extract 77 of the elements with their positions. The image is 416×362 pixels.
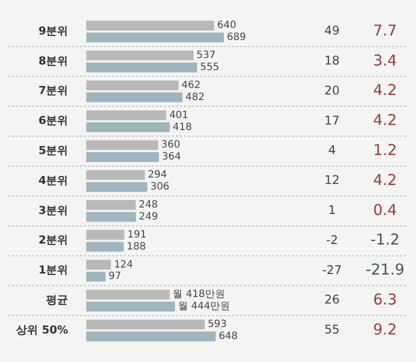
annotation: 4.2 bbox=[373, 170, 397, 189]
data-label: 360 bbox=[161, 140, 180, 151]
annotation: 7.7 bbox=[373, 21, 397, 40]
bar bbox=[86, 272, 106, 282]
bar bbox=[86, 212, 136, 222]
annotation: -2 bbox=[326, 232, 338, 247]
data-label: 124 bbox=[114, 259, 134, 270]
bar bbox=[86, 140, 158, 150]
bar bbox=[86, 80, 179, 90]
bar bbox=[86, 92, 183, 102]
bar bbox=[86, 62, 198, 72]
annotation: 49 bbox=[324, 24, 340, 38]
annotation: 26 bbox=[324, 292, 340, 307]
bar bbox=[86, 170, 145, 180]
bar bbox=[86, 200, 136, 210]
annotation: 1.2 bbox=[373, 141, 397, 159]
data-label: 306 bbox=[150, 182, 170, 193]
bar bbox=[86, 20, 214, 30]
y-tick-label: 4분위 bbox=[38, 174, 68, 187]
bar bbox=[86, 260, 111, 270]
bar bbox=[86, 242, 124, 252]
data-label: 401 bbox=[169, 110, 188, 121]
y-tick-label: 5분위 bbox=[38, 144, 68, 157]
annotation: -27 bbox=[322, 262, 342, 277]
data-label: 648 bbox=[218, 331, 238, 342]
y-tick-label: 평균 bbox=[46, 293, 68, 306]
bar bbox=[86, 122, 170, 132]
y-tick-label: 2분위 bbox=[38, 234, 68, 247]
data-label: 191 bbox=[127, 229, 146, 240]
bar bbox=[86, 50, 194, 60]
data-label: 593 bbox=[208, 319, 227, 330]
y-tick-label: 3분위 bbox=[38, 204, 68, 217]
data-label: 188 bbox=[126, 241, 146, 252]
annotation: 17 bbox=[324, 113, 340, 128]
annotation: -21.9 bbox=[366, 260, 404, 279]
bar bbox=[86, 290, 170, 300]
data-label: 462 bbox=[182, 80, 201, 91]
annotation: 4.2 bbox=[373, 81, 397, 100]
annotation: 3.4 bbox=[373, 51, 397, 70]
data-label: 689 bbox=[226, 32, 246, 44]
bar bbox=[86, 182, 148, 192]
annotation: 18 bbox=[324, 54, 340, 68]
y-tick-label: 7분위 bbox=[38, 84, 68, 98]
annotation: 6.3 bbox=[373, 290, 397, 308]
data-label: 248 bbox=[138, 200, 158, 211]
data-label: 364 bbox=[162, 152, 182, 163]
bar bbox=[86, 320, 205, 330]
annotation: 1 bbox=[328, 203, 336, 218]
y-tick-label: 6분위 bbox=[38, 114, 68, 128]
bar bbox=[86, 32, 224, 42]
data-label: 555 bbox=[200, 62, 220, 74]
data-label: 월 444만원 bbox=[178, 301, 230, 312]
data-label: 월 418만원 bbox=[172, 289, 225, 300]
data-label: 249 bbox=[138, 211, 158, 222]
data-label: 418 bbox=[172, 122, 192, 133]
annotation: 0.4 bbox=[373, 200, 397, 219]
bar bbox=[86, 110, 166, 120]
y-tick-label: 9분위 bbox=[38, 24, 68, 38]
bar bbox=[86, 152, 159, 162]
bar bbox=[86, 332, 216, 342]
bar bbox=[86, 302, 175, 312]
y-tick-label: 상위 50% bbox=[16, 323, 68, 336]
annotation: 4.2 bbox=[373, 111, 397, 130]
data-label: 482 bbox=[186, 92, 205, 103]
y-tick-label: 8분위 bbox=[38, 54, 68, 68]
data-label: 97 bbox=[108, 271, 122, 282]
data-label: 640 bbox=[217, 20, 236, 32]
annotation: 9.2 bbox=[373, 320, 397, 338]
annotation: 4 bbox=[328, 143, 336, 158]
annotation: 20 bbox=[324, 83, 340, 98]
data-label: 294 bbox=[148, 170, 168, 181]
bar bbox=[86, 230, 124, 240]
annotation: 12 bbox=[324, 173, 340, 188]
annotation: 55 bbox=[324, 322, 340, 337]
annotation: -1.2 bbox=[370, 230, 400, 249]
y-tick-label: 1분위 bbox=[38, 264, 68, 277]
data-label: 537 bbox=[196, 50, 216, 62]
